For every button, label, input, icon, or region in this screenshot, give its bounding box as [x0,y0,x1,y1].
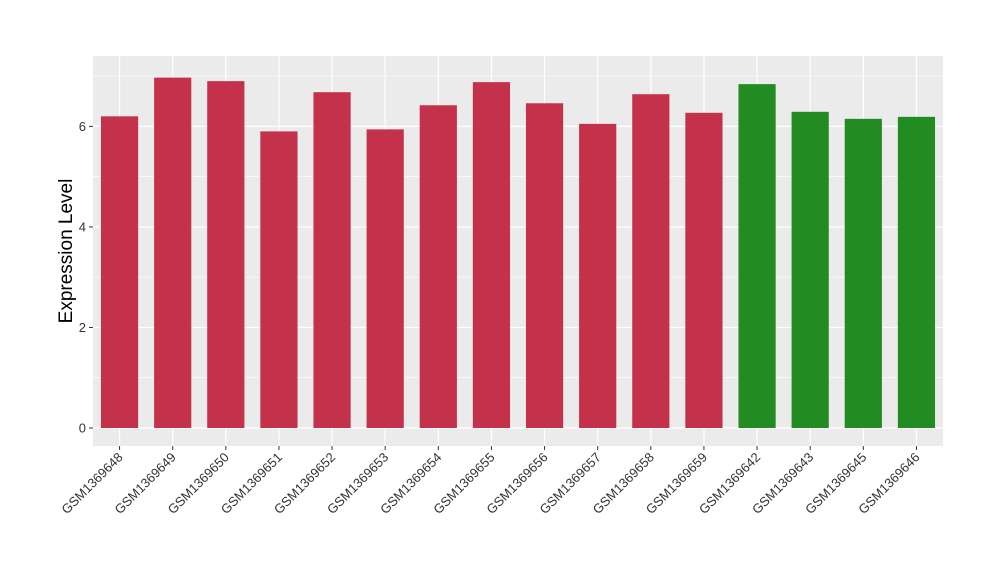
bar-GSM1369648 [100,116,139,428]
y-axis-title: Expression Level [56,179,77,324]
bar-GSM1369659 [685,112,723,428]
bar-GSM1369646 [897,116,936,428]
y-tick-label: 2 [79,320,86,335]
bar-GSM1369654 [419,105,457,428]
bar-GSM1369652 [313,92,351,429]
y-tick-label: 6 [79,119,86,134]
y-tick-label: 0 [79,421,86,436]
bar-GSM1369649 [154,77,192,429]
bar-GSM1369658 [632,94,670,428]
bar-GSM1369645 [844,118,882,429]
bar-GSM1369657 [579,123,617,428]
bar-GSM1369651 [260,131,298,429]
bar-GSM1369643 [791,111,829,429]
bar-GSM1369656 [525,103,564,428]
x-axis: GSM1369648GSM1369649GSM1369650GSM1369651… [58,446,923,517]
bar-GSM1369650 [207,81,245,428]
y-axis: 0 2 4 6 [79,119,93,436]
y-tick-label: 4 [79,219,86,234]
bar-GSM1369653 [366,129,404,428]
bars [100,77,936,429]
bar-GSM1369655 [472,82,511,429]
bar-GSM1369642 [738,84,776,428]
